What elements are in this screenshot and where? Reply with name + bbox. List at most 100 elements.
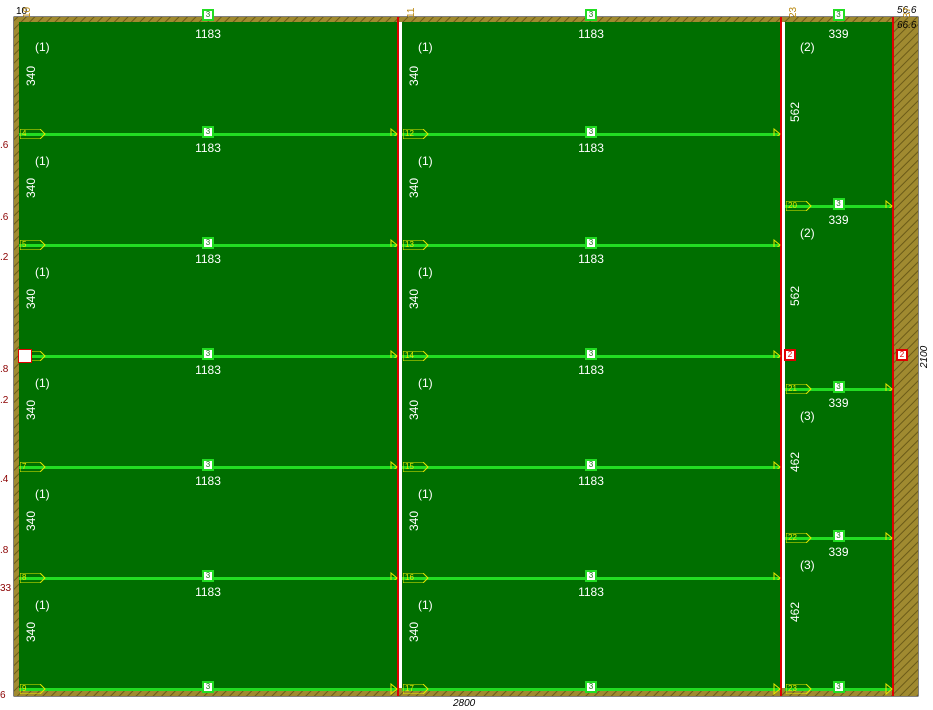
strip-number-tag[interactable]: 21: [786, 384, 812, 394]
panel-height-label: 462: [788, 451, 802, 473]
panel-width-label: 1183: [195, 27, 221, 41]
top-left-offset: 10: [16, 6, 28, 17]
left-ruler-label: .6: [0, 212, 9, 223]
tag-number: 9: [22, 684, 27, 693]
cut-number-box[interactable]: 3: [585, 126, 597, 138]
tag-number: 16: [405, 573, 414, 582]
panel-group-label: (1): [35, 487, 50, 501]
strip-number-tag[interactable]: 7: [20, 462, 46, 472]
column-marker: 10: [22, 6, 33, 18]
strip-number-tag[interactable]: 20: [786, 201, 812, 211]
cut-number-box[interactable]: 3: [832, 198, 845, 210]
cut-arrow-marker: [773, 682, 781, 696]
cut-number-box[interactable]: 3: [202, 126, 214, 138]
left-ruler-label: 33: [0, 583, 12, 594]
cut-number-box[interactable]: 3: [585, 681, 597, 693]
trim-strip-left: [14, 17, 19, 696]
strip-number-tag[interactable]: 15: [403, 462, 429, 472]
left-ruler-label: .2: [0, 252, 9, 263]
strip-number-tag[interactable]: 8: [20, 573, 46, 583]
strip-number-tag[interactable]: 12: [403, 129, 429, 139]
left-ruler-label: .6: [0, 140, 9, 151]
left-ruler-label: 6: [0, 690, 6, 701]
vertical-cut-line: [892, 17, 894, 696]
panel-group-label: (1): [418, 265, 433, 279]
panel-group-label: (2): [800, 40, 815, 54]
panel-width-label: 339: [828, 396, 849, 410]
tag-number: 8: [22, 573, 27, 582]
column-top-box[interactable]: 3: [832, 9, 845, 21]
tag-number: 23: [788, 684, 797, 693]
cut-number-box[interactable]: 3: [202, 459, 214, 471]
panel: [402, 22, 780, 133]
strip-number-tag[interactable]: 22: [786, 533, 812, 543]
panel-group-label: (1): [418, 40, 433, 54]
column-top-box[interactable]: 3: [585, 9, 597, 21]
strip-number-tag[interactable]: 4: [20, 129, 46, 139]
tag-number: 7: [22, 462, 27, 471]
panel-width-label: 339: [828, 213, 849, 227]
cut-number-box[interactable]: 3: [202, 681, 214, 693]
cut-number-box[interactable]: 3: [585, 237, 597, 249]
panel: [19, 580, 397, 688]
cut-number-box[interactable]: 3: [585, 459, 597, 471]
panel-group-label: (1): [418, 598, 433, 612]
cut-number-box[interactable]: 3: [832, 381, 845, 393]
panel: [402, 136, 780, 244]
panel-height-label: 340: [24, 177, 38, 199]
column-marker: 23: [788, 6, 799, 18]
panel-group-label: (1): [35, 154, 50, 168]
panel-height-label: 340: [24, 65, 38, 86]
panel-height-label: 462: [788, 601, 802, 623]
panel: [785, 540, 892, 688]
left-ruler-label: .8: [0, 545, 9, 556]
cut-arrow-marker: [390, 682, 398, 696]
strip-number-tag[interactable]: 5: [20, 240, 46, 250]
cut-number-box[interactable]: 3: [202, 570, 214, 582]
tag-number: 20: [788, 201, 797, 210]
panel-width-label: 1183: [195, 252, 221, 266]
column-top-box[interactable]: 3: [202, 9, 214, 21]
panel: [402, 247, 780, 355]
panel: [19, 469, 397, 577]
red-cut-marker[interactable]: 2: [784, 349, 796, 361]
strip-number-tag[interactable]: 16: [403, 573, 429, 583]
top-right-a: 56.6: [897, 5, 917, 16]
trim-strip-top: [14, 17, 894, 22]
vertical-cut-line: [397, 17, 399, 696]
cut-number-box[interactable]: 3: [832, 530, 845, 542]
panel-width-label: 1183: [195, 363, 221, 377]
strip-number-tag[interactable]: 9: [20, 684, 46, 694]
panel: [402, 469, 780, 577]
cut-number-box[interactable]: 3: [202, 348, 214, 360]
cut-number-box[interactable]: 3: [832, 681, 845, 693]
tag-number: 5: [22, 240, 27, 249]
panel-group-label: (3): [800, 409, 815, 423]
panel-width-label: 1183: [195, 474, 221, 488]
strip-number-tag[interactable]: 14: [403, 351, 429, 361]
row-origin-marker[interactable]: [18, 349, 32, 363]
left-ruler-label: .2: [0, 395, 9, 406]
panel-group-label: (1): [418, 487, 433, 501]
panel: [19, 358, 397, 466]
red-cut-marker-right[interactable]: 2: [896, 349, 908, 361]
panel: [785, 22, 892, 205]
strip-number-tag[interactable]: 13: [403, 240, 429, 250]
tag-number: 15: [405, 462, 414, 471]
panel: [19, 136, 397, 244]
strip-number-tag[interactable]: 17: [403, 684, 429, 694]
trim-strip-bottom: [14, 688, 894, 696]
cut-number-box[interactable]: 3: [202, 237, 214, 249]
cut-number-box[interactable]: 3: [585, 348, 597, 360]
left-ruler-label: .4: [0, 474, 9, 485]
panel-width-label: 1183: [578, 141, 604, 155]
panel: [19, 22, 397, 133]
tag-number: 17: [405, 684, 414, 693]
strip-number-tag[interactable]: 23: [786, 684, 812, 694]
sheet-height: 2100: [919, 345, 930, 368]
panel: [19, 247, 397, 355]
cut-number-box[interactable]: 3: [585, 570, 597, 582]
column-marker: 37: [902, 6, 913, 18]
tag-number: 14: [405, 351, 414, 360]
